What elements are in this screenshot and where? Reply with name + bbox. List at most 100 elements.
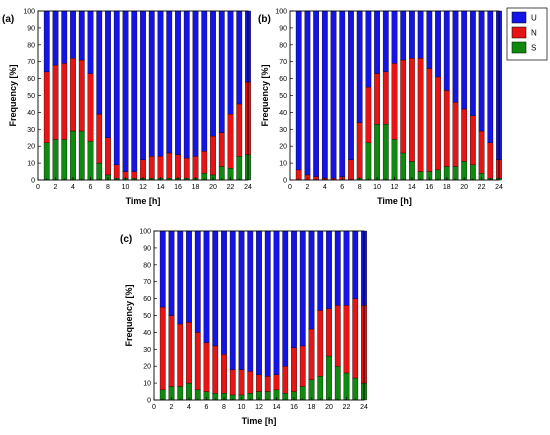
x-tick-label: 4	[71, 184, 75, 191]
bar-N-h11	[247, 371, 254, 394]
y-tick-label: 60	[279, 76, 287, 83]
y-tick-label: 70	[279, 59, 287, 66]
bar-N-h22	[227, 113, 234, 169]
x-tick-label: 0	[288, 184, 292, 191]
bar-U-h19	[317, 230, 324, 311]
bar-U-h5	[194, 230, 201, 333]
x-tick-label: 16	[174, 184, 182, 191]
bar-N-h1	[159, 306, 166, 391]
bar-N-h23	[487, 142, 494, 179]
bar-U-h8	[105, 10, 111, 138]
bar-N-h10	[238, 369, 245, 396]
bar-U-h5	[78, 10, 85, 61]
bar-N-h3	[61, 63, 68, 140]
panel-label: (c)	[120, 234, 132, 245]
bar-S-h10	[374, 124, 380, 181]
bar-U-h8	[221, 230, 227, 355]
bar-U-h12	[256, 230, 262, 375]
bar-N-h13	[264, 376, 271, 392]
y-tick-label: 0	[283, 178, 287, 185]
bar-U-h1	[159, 230, 166, 308]
x-tick-label: 18	[443, 184, 451, 191]
y-tick-label: 90	[279, 25, 287, 32]
y-tick-label: 30	[27, 127, 35, 134]
y-tick-label: 60	[143, 296, 151, 303]
y-tick-label: 80	[143, 262, 151, 269]
bar-U-h19	[452, 10, 459, 103]
bar-U-h21	[334, 230, 341, 306]
bar-S-h23	[236, 156, 243, 181]
bar-U-h13	[264, 230, 271, 377]
bar-U-h9	[229, 230, 236, 370]
bar-N-h22	[343, 305, 350, 374]
bar-N-h10	[374, 73, 380, 125]
bar-U-h20	[210, 10, 216, 137]
bar-U-h7	[96, 10, 103, 115]
bar-U-h1	[43, 10, 50, 73]
bar-N-h20	[210, 135, 216, 176]
bar-N-h18	[443, 90, 450, 167]
x-tick-label: 22	[478, 184, 486, 191]
bar-U-h21	[218, 10, 225, 133]
bar-U-h18	[192, 10, 199, 157]
bar-S-h6	[87, 140, 94, 181]
bar-U-h2	[168, 230, 175, 316]
bar-S-h19	[317, 376, 324, 401]
bar-S-h7	[96, 162, 103, 181]
bar-S-h5	[78, 130, 85, 181]
y-tick-label: 10	[143, 381, 151, 388]
bar-N-h3	[177, 323, 184, 387]
bar-S-h4	[70, 130, 76, 181]
bar-N-h4	[186, 322, 192, 384]
x-tick-label: 8	[106, 184, 110, 191]
bar-U-h2	[52, 10, 59, 66]
x-tick-label: 24	[495, 184, 503, 191]
bar-U-h2	[304, 10, 311, 176]
bar-N-h21	[470, 115, 476, 165]
bar-N-h9	[229, 369, 236, 396]
x-tick-label: 24	[244, 184, 252, 191]
y-tick-label: 40	[143, 330, 151, 337]
x-tick-label: 10	[122, 184, 130, 191]
bar-S-h21	[470, 164, 476, 181]
y-tick-label: 10	[27, 161, 35, 168]
bar-U-h22	[478, 10, 485, 132]
bar-U-h16	[291, 230, 297, 348]
x-tick-label: 22	[343, 404, 351, 411]
y-tick-label: 0	[31, 178, 35, 185]
bar-U-h3	[177, 230, 184, 325]
bar-N-h17	[299, 345, 306, 387]
bar-N-h2	[52, 64, 59, 140]
bar-N-h7	[348, 159, 354, 181]
y-tick-label: 0	[147, 398, 151, 405]
x-tick-label: 0	[36, 184, 40, 191]
bar-N-h15	[417, 58, 424, 172]
bar-N-h12	[140, 159, 146, 179]
bar-U-h6	[339, 10, 346, 177]
bar-U-h12	[391, 10, 398, 64]
bar-U-h4	[321, 10, 328, 179]
bar-N-h18	[308, 328, 315, 380]
y-tick-label: 80	[279, 42, 287, 49]
bar-U-h3	[313, 10, 320, 177]
x-tick-label: 10	[238, 404, 246, 411]
x-tick-label: 6	[89, 184, 93, 191]
bar-U-h16	[175, 10, 181, 155]
bar-S-h19	[452, 166, 459, 181]
bar-U-h4	[186, 230, 192, 323]
y-tick-label: 20	[279, 144, 287, 151]
bar-N-h16	[175, 154, 181, 179]
x-tick-label: 18	[192, 184, 200, 191]
bar-N-h7	[96, 113, 103, 164]
x-tick-label: 4	[323, 184, 327, 191]
x-tick-label: 20	[325, 404, 333, 411]
x-tick-label: 6	[340, 184, 344, 191]
bar-S-h1	[43, 142, 50, 181]
x-tick-label: 2	[54, 184, 58, 191]
bar-N-h8	[356, 122, 363, 179]
bar-N-h4	[70, 58, 76, 132]
bar-U-h13	[400, 10, 407, 61]
x-tick-label: 2	[305, 184, 309, 191]
